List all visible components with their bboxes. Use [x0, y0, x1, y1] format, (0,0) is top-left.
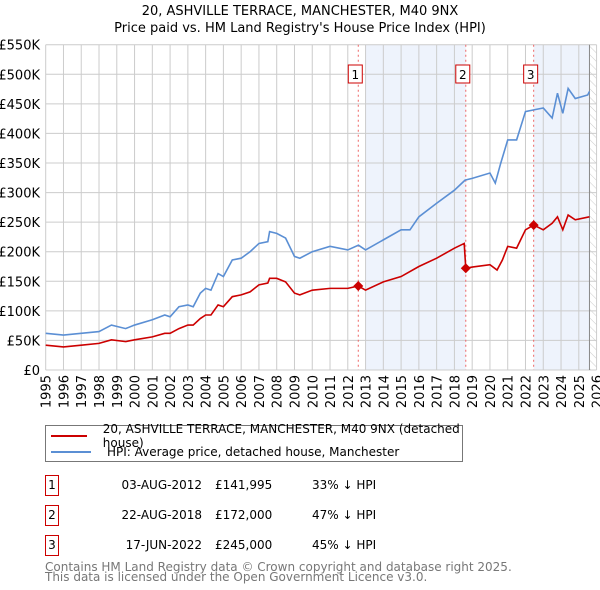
hpi-diff: 45% ↓ HPI: [312, 538, 377, 552]
x-tick-label: 2005: [217, 375, 232, 408]
hpi-diff: 33% ↓ HPI: [312, 478, 377, 492]
x-tick-label: 2013: [360, 375, 375, 408]
sale-point: [460, 263, 471, 274]
x-tick-label: 2006: [235, 375, 250, 408]
x-tick-label: 1996: [57, 375, 72, 408]
hpi-line: [45, 86, 591, 336]
chart-title-line2: Price paid vs. HM Land Registry's House …: [114, 21, 486, 36]
hpi-diff: 47% ↓ HPI: [312, 508, 377, 522]
x-tick-label: 2025: [573, 375, 588, 408]
sale-marker-box: [347, 64, 363, 84]
sale-date: 17-JUN-2022: [125, 538, 202, 552]
x-tick-label: 2023: [537, 375, 552, 408]
marker-badge: 3: [45, 535, 59, 556]
x-tick-label: 2003: [182, 375, 197, 408]
legend-item-property: 20, ASHVILLE TERRACE, MANCHESTER, M40 9N…: [46, 422, 462, 450]
legend-label: 20, ASHVILLE TERRACE, MANCHESTER, M40 9N…: [102, 422, 460, 450]
y-tick-label: £300K: [0, 187, 40, 202]
x-tick-label: 1995: [40, 375, 55, 408]
x-tick-label: 2022: [519, 375, 534, 408]
x-tick-label: 2009: [288, 375, 303, 408]
sale-marker-label: 3: [527, 68, 535, 82]
sale-price: £141,995: [215, 478, 273, 492]
footer-licence: This data is licensed under the Open Gov…: [45, 570, 428, 584]
y-tick-label: £100K: [0, 305, 40, 320]
transaction-row: 1 03-AUG-2012 £141,995 33% ↓ HPI: [45, 475, 465, 496]
transaction-row: 3 17-JUN-2022 £245,000 45% ↓ HPI: [45, 535, 465, 556]
shaded-period: [533, 44, 590, 370]
blue-line-swatch: [51, 451, 91, 453]
chart-title-line1: 20, ASHVILLE TERRACE, MANCHESTER, M40 9N…: [141, 4, 459, 19]
x-tick-label: 1998: [93, 375, 108, 408]
x-tick-label: 2002: [164, 375, 179, 408]
y-tick-label: £550K: [0, 39, 40, 54]
x-tick-label: 2001: [146, 375, 161, 408]
legend-item-hpi: HPI: Average price, detached house, Manc…: [46, 444, 399, 460]
x-tick-label: 1999: [111, 375, 126, 408]
y-tick-label: £200K: [0, 246, 40, 261]
x-tick-label: 2014: [377, 375, 392, 408]
y-tick-label: £0: [23, 364, 40, 379]
sale-marker-label: 2: [459, 68, 467, 82]
x-tick-label: 2021: [502, 375, 517, 408]
legend-label: HPI: Average price, detached house, Manc…: [107, 445, 400, 459]
transaction-row: 2 22-AUG-2018 £172,000 47% ↓ HPI: [45, 505, 465, 526]
shaded-period: [365, 44, 466, 370]
x-tick-label: 2026: [591, 375, 600, 408]
sale-marker-box: [523, 64, 539, 84]
x-tick-label: 2011: [324, 375, 339, 408]
x-tick-label: 2012: [342, 375, 357, 408]
sale-point: [353, 281, 364, 292]
property-price-line: [45, 213, 590, 348]
x-tick-label: 2019: [466, 375, 481, 408]
sale-date: 03-AUG-2012: [121, 478, 203, 492]
y-tick-label: £350K: [0, 157, 40, 172]
sale-marker-box: [455, 64, 471, 84]
x-tick-label: 2015: [395, 375, 410, 408]
sale-marker-label: 1: [351, 68, 359, 82]
y-tick-label: £500K: [0, 68, 40, 83]
y-tick-label: £400K: [0, 127, 40, 142]
y-tick-label: £250K: [0, 216, 40, 231]
y-tick-label: £150K: [0, 275, 40, 290]
sale-point: [528, 220, 539, 231]
y-tick-label: £450K: [0, 98, 40, 113]
sale-date: 22-AUG-2018: [121, 508, 203, 522]
marker-badge: 2: [45, 505, 59, 526]
footer-copyright: Contains HM Land Registry data © Crown c…: [45, 560, 512, 574]
x-tick-label: 2004: [200, 375, 215, 408]
x-tick-label: 2016: [413, 375, 428, 408]
y-tick-label: £50K: [7, 334, 41, 349]
x-tick-label: 2008: [271, 375, 286, 408]
x-tick-label: 2010: [306, 375, 321, 408]
sale-price: £245,000: [215, 538, 273, 552]
sale-price: £172,000: [215, 508, 273, 522]
x-tick-label: 2000: [129, 375, 144, 408]
forecast-hatch: [589, 44, 597, 370]
x-tick-label: 2017: [431, 375, 446, 408]
x-tick-label: 2020: [484, 375, 499, 408]
price-chart: £0 £50K £100K £150K £200K £250K £300K £350K £400…: [0, 39, 600, 408]
red-line-swatch: [51, 435, 87, 437]
x-tick-label: 2018: [448, 375, 463, 408]
marker-badge: 1: [45, 475, 59, 496]
x-tick-label: 2024: [555, 375, 570, 408]
legend: 20, ASHVILLE TERRACE, MANCHESTER, M40 9N…: [45, 422, 463, 462]
x-tick-label: 1997: [75, 375, 90, 408]
x-tick-label: 2007: [253, 375, 268, 408]
